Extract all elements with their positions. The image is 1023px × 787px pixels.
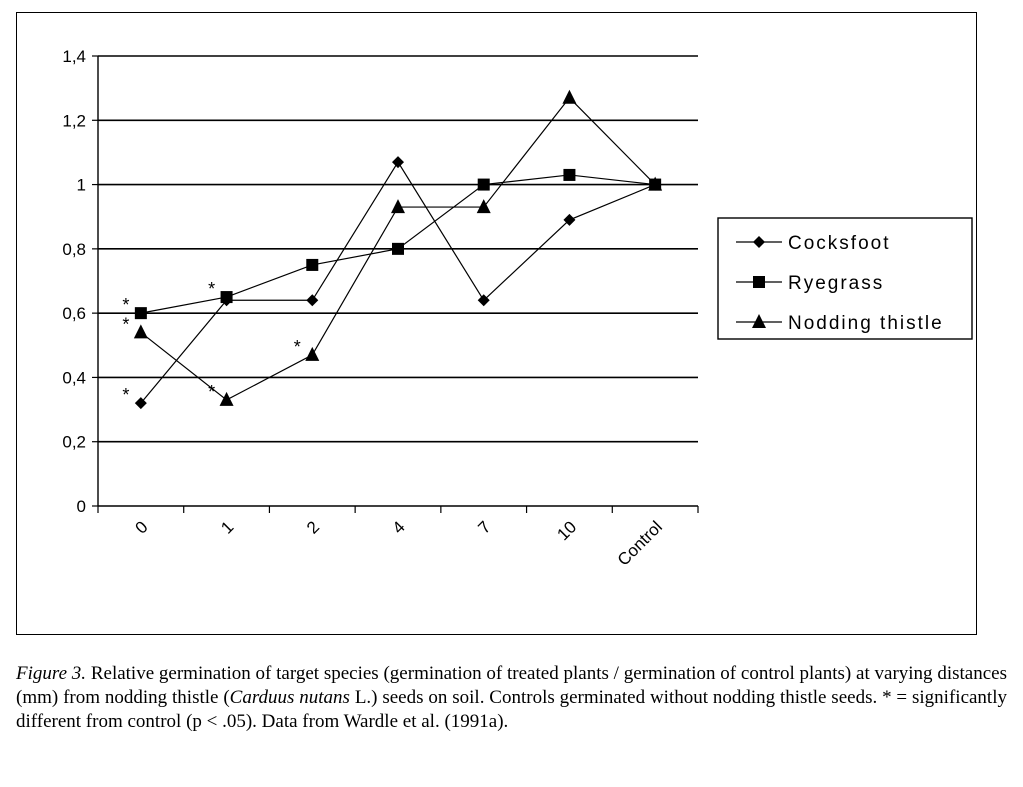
series-line-cocksfoot [140,160,656,404]
legend-marker-nodding-thistle [752,314,766,328]
significance-asterisk: * [122,385,129,405]
legend-label-cocksfoot: Cocksfoot [788,233,890,254]
significance-asterisk: * [208,382,215,402]
line-chart: 00,20,40,60,811,21,40 1 2 4 7 10 Control *****… [62,47,973,570]
data-point-nodding-thistle [648,176,663,191]
y-tick-label: 0,4 [62,368,86,387]
significance-annotations: ****** [122,279,300,405]
y-tick-label: 0,2 [62,433,86,452]
data-point-cocksfoot [477,294,490,307]
significance-asterisk: * [294,337,301,357]
axes: 0 0,2 0,4 0,6 0,8 1 1,2 1,4 0 1 2 4 7 10 Control [62,47,699,570]
data-point-ryegrass [134,307,147,320]
significance-asterisk: * [122,295,129,315]
data-point-cocksfoot [392,156,404,169]
data-point-nodding-thistle [133,324,148,339]
legend: Cocksfoot Ryegrass Nodding thistle [717,217,973,340]
data-point-ryegrass [563,168,576,181]
data-point-nodding-thistle [562,89,577,104]
y-tick-label: 0,8 [62,240,86,259]
data-point-ryegrass [220,291,233,304]
x-tick-label: 0 [132,517,152,537]
data-point-cocksfoot [134,397,147,410]
caption-text-before: Relative germination of target species (… [16,663,1007,708]
x-tick-label: 2 [303,517,323,537]
data-point-cocksfoot [306,294,319,307]
x-tick-label: Control [614,517,666,569]
data-point-cocksfoot [563,213,576,226]
data-point-ryegrass [392,242,404,255]
x-tick-label: 4 [389,517,409,537]
figure-caption: Figure 3. Relative germination of target… [16,662,1007,734]
series-lines [133,89,663,410]
caption-text-after: L.) seeds on soil. Controls germinated w… [16,687,1007,732]
y-tick-label: 0,6 [62,304,86,323]
y-tick-label: 1,4 [62,47,86,66]
significance-asterisk: * [208,279,215,299]
caption-label: Figure 3. [16,663,87,684]
legend-marker-ryegrass [753,276,765,288]
legend-label-ryegrass: Ryegrass [788,273,884,294]
data-point-nodding-thistle [305,346,320,361]
legend-label-nodding-thistle: Nodding thistle [788,313,944,334]
x-tick-label: 1 [217,517,237,537]
y-tick-label: 0 [77,497,86,516]
data-point-ryegrass [477,178,490,191]
y-tick-label: 1,2 [62,111,86,130]
chart-frame: 0 0,2 0,4 0,6 0,8 1 1,2 1,4 0 1 2 4 7 10 Control * * * * *… [16,12,977,635]
data-point-nodding-thistle [391,199,405,214]
data-point-ryegrass [306,258,319,271]
significance-asterisk: * [122,314,129,334]
x-tick-label: 7 [474,517,494,537]
legend-marker-cocksfoot [753,236,765,248]
data-point-nodding-thistle [219,391,234,406]
y-tick-label: 1 [77,176,86,195]
data-point-nodding-thistle [476,199,491,214]
x-tick-label: 10 [553,517,580,544]
caption-species: Carduus nutans [229,687,350,708]
